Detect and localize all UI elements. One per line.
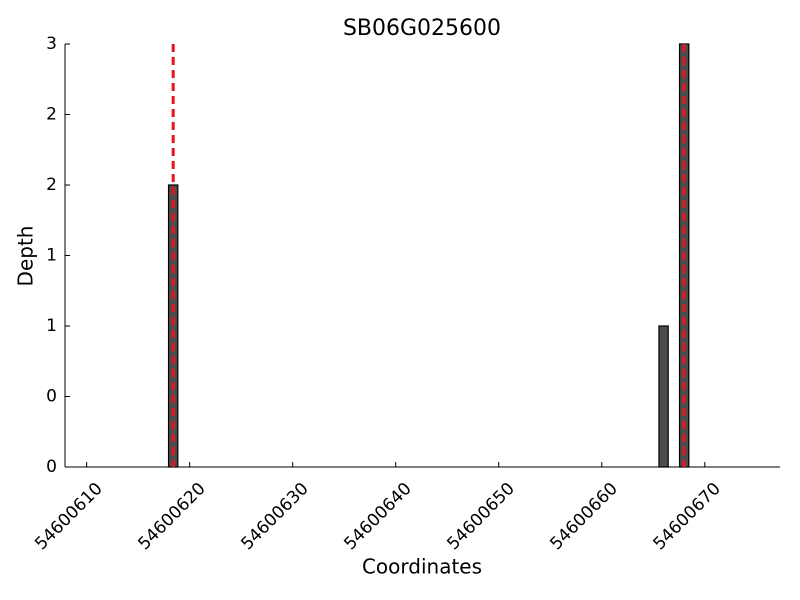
x-tick-label: 54600670 bbox=[649, 479, 724, 554]
y-tick-label: 3 bbox=[46, 34, 57, 54]
x-tick-label: 54600630 bbox=[237, 479, 312, 554]
x-tick-label: 54600620 bbox=[134, 479, 209, 554]
x-tick-label: 54600610 bbox=[31, 479, 106, 554]
y-tick-label: 0 bbox=[46, 387, 57, 407]
x-tick-label: 54600640 bbox=[340, 479, 415, 554]
chart-title: SB06G025600 bbox=[343, 16, 501, 41]
x-tick-label: 54600650 bbox=[443, 479, 518, 554]
y-tick-label: 1 bbox=[46, 316, 57, 336]
y-tick-label: 2 bbox=[46, 105, 57, 125]
y-axis-label: Depth bbox=[14, 226, 38, 287]
x-axis-label: Coordinates bbox=[362, 555, 482, 579]
x-tick-label: 54600660 bbox=[546, 479, 621, 554]
bar bbox=[658, 325, 669, 468]
y-tick-label: 1 bbox=[46, 246, 57, 266]
y-tick-label: 0 bbox=[46, 457, 57, 477]
y-tick-label: 2 bbox=[46, 175, 57, 195]
